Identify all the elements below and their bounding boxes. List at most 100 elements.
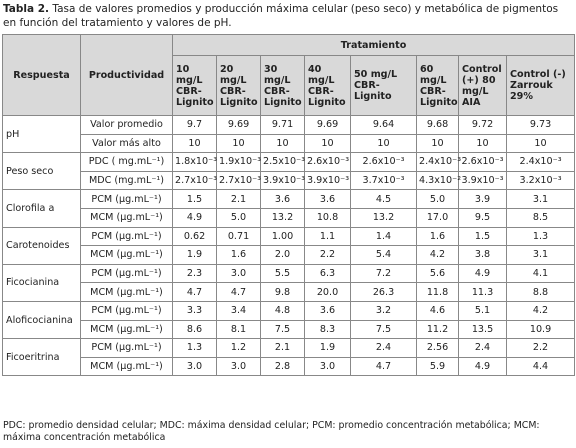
value-cell: 17.0 <box>416 207 459 228</box>
data-row: MCM (µg.mL⁻¹) 1.9 1.6 2.0 2.2 5.4 4.2 3.8 3.1 <box>3 245 576 265</box>
productivity-cell: MCM (µg.mL⁻¹) <box>80 356 173 377</box>
caption-text: Tasa de valores promedios y producción m… <box>3 3 559 29</box>
value-cell: 0.71 <box>216 226 261 247</box>
value-cell: 2.56 <box>416 338 459 358</box>
value-cell: 26.3 <box>350 282 417 302</box>
value-cell: 11.2 <box>416 319 459 340</box>
value-cell: 9.71 <box>260 115 305 135</box>
data-table: Respuesta Productividad Tratamiento 10 m… <box>2 34 576 377</box>
value-cell: 5.1 <box>458 300 507 321</box>
data-row: Ficocianina PCM (µg.mL⁻¹) 2.3 3.0 5.5 6.3 7.2 5… <box>2 263 576 302</box>
value-cell: 5.5 <box>260 263 305 284</box>
value-cell: 1.2 <box>216 338 261 358</box>
value-cell: 1.3 <box>172 338 217 358</box>
caption-label: Tabla 2. <box>3 3 50 15</box>
value-cell: 2.6x10⁻³ <box>304 152 351 172</box>
data-row: MCM (µg.mL⁻¹) 4.9 5.0 13.2 10.8 13.2 17.0 9.5 8.… <box>3 207 576 228</box>
value-cell: 5.0 <box>216 207 261 228</box>
value-cell: 2.5x10⁻³ <box>260 152 305 172</box>
value-cell: 7.5 <box>350 319 417 340</box>
value-cell: 8.5 <box>505 207 576 228</box>
value-cell: 1.6 <box>216 245 261 265</box>
value-cell: 3.9 <box>458 189 507 209</box>
value-cell: 3.8 <box>458 245 507 265</box>
data-row: MCM (µg.mL⁻¹) 8.6 8.1 7.5 8.3 7.5 11.2 13.5 10.9 <box>3 319 576 340</box>
value-cell: 3.1 <box>505 189 576 209</box>
value-cell: 4.2 <box>416 245 459 265</box>
data-row: pH Valor promedio 9.7 9.69 9.71 9.69 9.64 9.68 9… <box>2 114 576 154</box>
value-cell: 9.72 <box>458 115 507 135</box>
value-cell: 13.2 <box>350 207 417 228</box>
productivity-cell: PDC ( mg.mL⁻¹) <box>80 152 173 172</box>
response-cell: Peso seco <box>2 152 81 191</box>
value-cell: 4.9 <box>458 263 507 284</box>
value-cell: 3.6 <box>304 189 351 209</box>
treatment-header: 30 mg/L CBR-Lignito <box>260 55 305 116</box>
productivity-cell: PCM (µg.mL⁻¹) <box>80 263 173 284</box>
header-cell: Respuesta <box>2 34 81 116</box>
value-cell: 9.7 <box>172 115 217 135</box>
value-cell: 8.1 <box>216 319 261 340</box>
data-row: Ficoeritrina PCM (µg.mL⁻¹) 1.3 1.2 2.1 1.9 2.4… <box>2 338 576 377</box>
value-cell: 9.69 <box>216 115 261 135</box>
value-cell: 2.1 <box>260 338 305 358</box>
productivity-cell: Valor promedio <box>80 115 173 135</box>
value-cell: 10 <box>216 133 261 154</box>
value-cell: 3.6 <box>304 300 351 321</box>
value-cell: 0.62 <box>172 226 217 247</box>
treatment-header: 60 mg/L CBR-Lignito <box>416 55 459 116</box>
value-cell: 4.9 <box>458 356 507 377</box>
value-cell: 2.4x10⁻³ <box>416 152 461 172</box>
value-cell: 2.7x10⁻³ <box>216 170 261 191</box>
value-cell: 1.00 <box>260 226 305 247</box>
value-cell: 9.8 <box>260 282 305 302</box>
productivity-cell: PCM (µg.mL⁻¹) <box>80 338 173 358</box>
value-cell: 3.9x10⁻³ <box>260 170 305 191</box>
value-cell: 2.4x10⁻³ <box>505 152 576 172</box>
value-cell: 1.1 <box>304 226 351 247</box>
value-cell: 3.1 <box>505 245 576 265</box>
header-row: Respuesta Productividad Tratamiento <box>2 34 576 116</box>
header-cell: Productividad <box>80 34 173 116</box>
value-cell: 7.2 <box>350 263 417 284</box>
value-cell: 10 <box>172 133 217 154</box>
response-cell: pH <box>2 114 81 154</box>
value-cell: 1.9x10⁻³ <box>216 152 261 172</box>
productivity-cell: MCM (µg.mL⁻¹) <box>80 245 173 265</box>
productivity-cell: Valor más alto <box>80 133 173 154</box>
value-cell: 10.9 <box>505 319 576 340</box>
header-cell: Tratamiento <box>171 34 576 56</box>
data-row: Aloficocianina PCM (µg.mL⁻¹) 3.3 3.4 4.8 3.6 3… <box>2 300 576 340</box>
value-cell: 3.2 <box>350 300 417 321</box>
table-body: pH Valor promedio 9.7 9.69 9.71 9.69 9.64 9.68 9… <box>2 114 576 377</box>
value-cell: 4.3x10⁻² <box>416 170 461 191</box>
value-cell: 1.3 <box>505 226 576 247</box>
value-cell: 1.9 <box>172 245 217 265</box>
value-cell: 1.5 <box>172 189 217 209</box>
value-cell: 4.5 <box>350 189 417 209</box>
productivity-cell: PCM (µg.mL⁻¹) <box>80 300 173 321</box>
data-row: MDC (mg.mL⁻¹) 2.7x10⁻³ 2.7x10⁻³ 3.9x10⁻³ 3.9… <box>3 170 576 191</box>
value-cell: 2.8 <box>260 356 305 377</box>
treatment-header: 50 mg/L CBR-Lignito <box>350 55 417 116</box>
value-cell: 9.5 <box>458 207 507 228</box>
data-row: Clorofila a PCM (µg.mL⁻¹) 1.5 2.1 3.6 3.6 4.5 5… <box>2 189 576 228</box>
value-cell: 2.2 <box>304 245 351 265</box>
value-cell: 9.64 <box>350 115 417 135</box>
value-cell: 1.6 <box>416 226 459 247</box>
value-cell: 10 <box>350 133 417 154</box>
data-row: MCM (µg.mL⁻¹) 4.7 4.7 9.8 20.0 26.3 11.8 11.3 8.… <box>3 282 576 302</box>
data-row: MCM (µg.mL⁻¹) 3.0 3.0 2.8 3.0 4.7 5.9 4.9 4.4 <box>3 356 576 377</box>
value-cell: 3.3 <box>172 300 217 321</box>
value-cell: 3.4 <box>216 300 261 321</box>
value-cell: 11.3 <box>458 282 507 302</box>
response-cell: Carotenoides <box>2 226 81 265</box>
treatment-header: Control (+) 80 mg/L AIA <box>458 55 507 116</box>
value-cell: 20.0 <box>304 282 351 302</box>
value-cell: 13.2 <box>260 207 305 228</box>
value-cell: 10.8 <box>304 207 351 228</box>
value-cell: 7.5 <box>260 319 305 340</box>
value-cell: 4.9 <box>172 207 217 228</box>
footnote: PDC: promedio densidad celular; MDC: máx… <box>3 420 540 443</box>
